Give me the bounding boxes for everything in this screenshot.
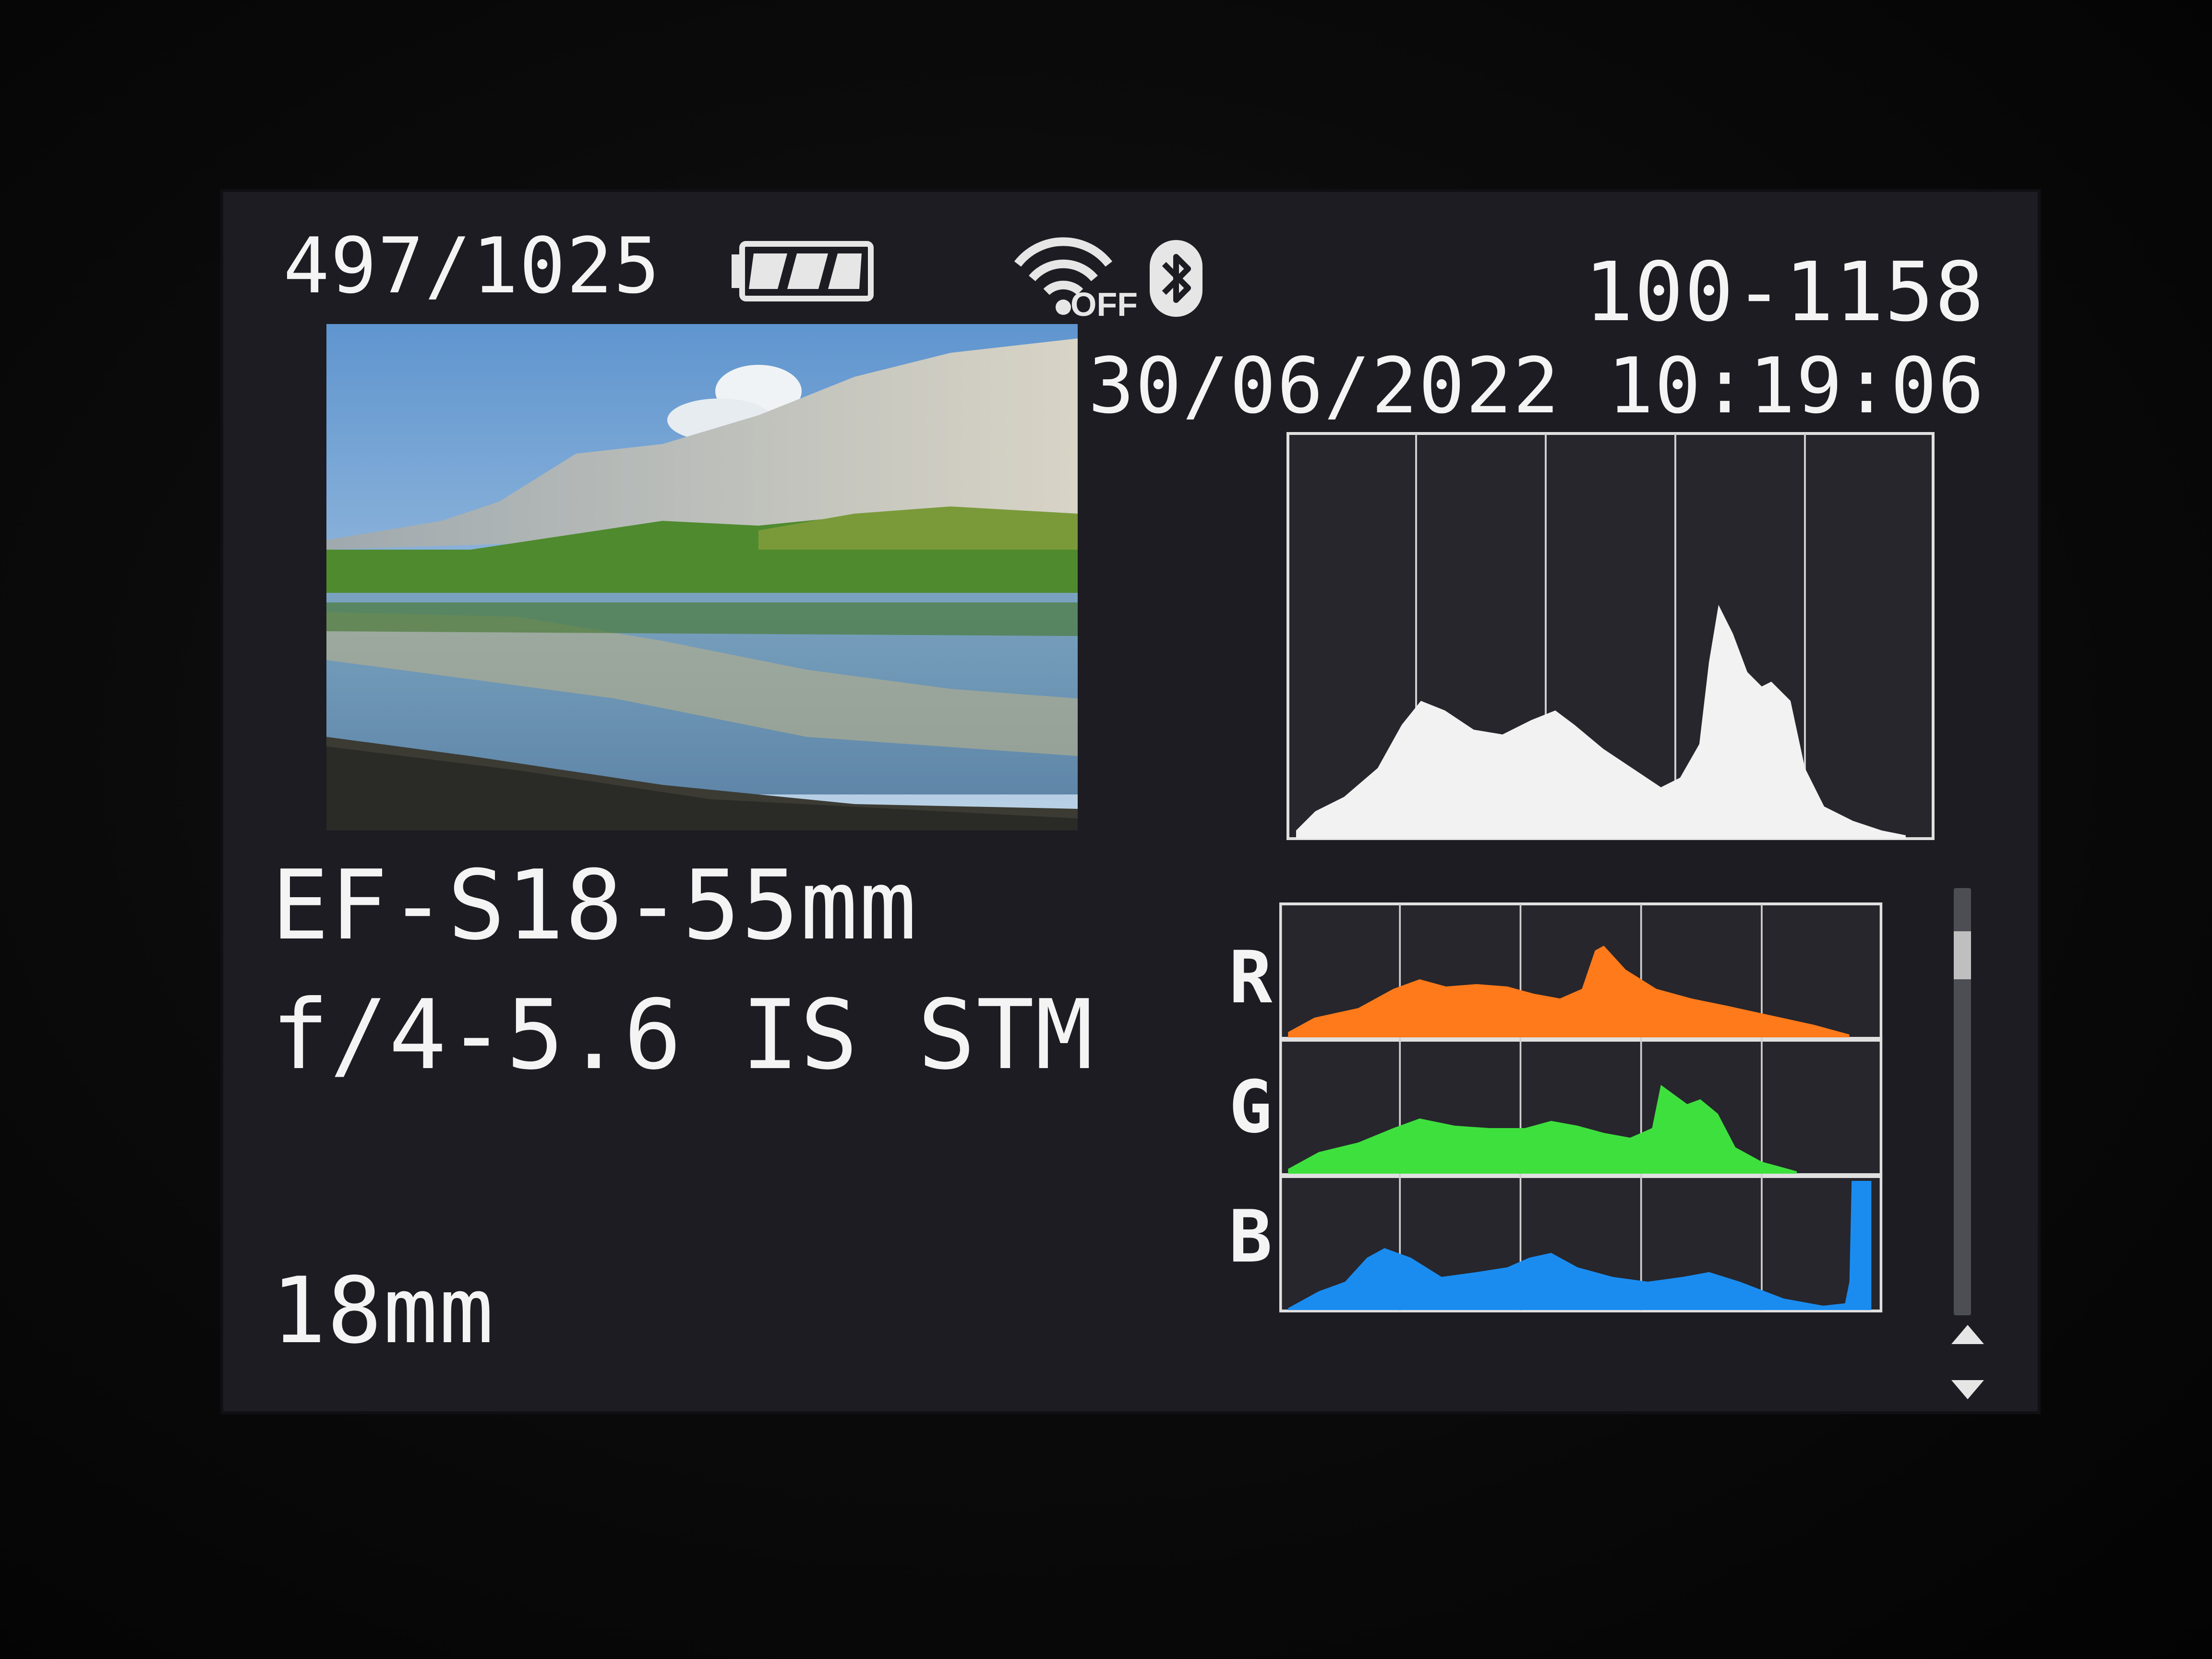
info-scrollbar[interactable]	[1954, 888, 1971, 1315]
focal-length: 18mm	[271, 1258, 495, 1364]
file-number: 100-1158	[1584, 245, 1985, 340]
wifi-status-text: OFF	[1070, 286, 1138, 317]
r-histogram-curve	[1288, 946, 1850, 1037]
channel-label-g: G	[1229, 1066, 1273, 1149]
brightness-histogram-curve	[1296, 605, 1906, 839]
arrow-down-icon[interactable]	[1951, 1380, 1984, 1399]
lens-name-line1: EF-S18-55mm	[271, 850, 918, 962]
capture-datetime: 30/06/2022 10:19:06	[1088, 341, 1985, 431]
bluetooth-icon	[1150, 240, 1202, 317]
battery-icon	[732, 241, 874, 301]
wifi-off-icon: OFF	[1014, 237, 1138, 317]
b-histogram-curve	[1288, 1181, 1872, 1310]
channel-label-b: B	[1229, 1195, 1273, 1279]
camera-lcd-screen: 497/1025 OFF 100-1158 30/06/2022 10:19:0…	[223, 192, 2038, 1411]
rgb-histogram	[1279, 902, 1883, 1312]
g-histogram-curve	[1288, 1085, 1797, 1174]
lens-name-line2: f/4-5.6 IS STM	[271, 979, 1094, 1091]
arrow-up-icon[interactable]	[1951, 1325, 1984, 1344]
channel-label-r: R	[1229, 936, 1273, 1020]
brightness-histogram	[1286, 432, 1935, 840]
image-counter: 497/1025	[283, 221, 661, 311]
scrollbar-thumb[interactable]	[1954, 931, 1971, 979]
photo-thumbnail[interactable]	[326, 324, 1078, 830]
